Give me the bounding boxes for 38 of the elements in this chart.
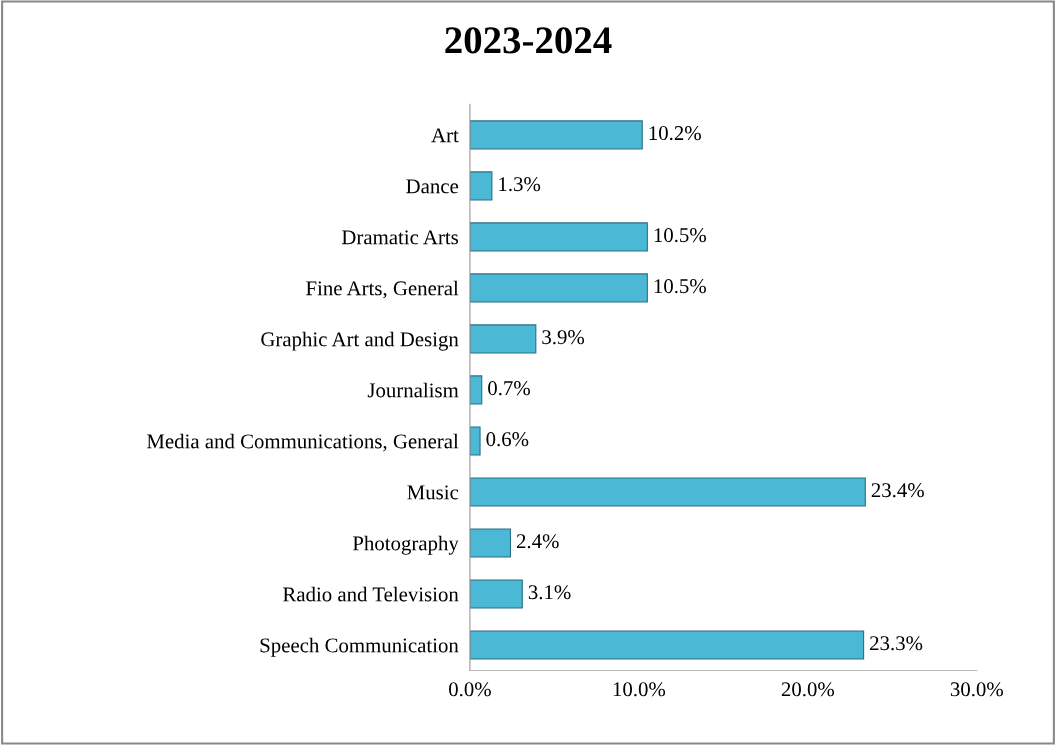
bar <box>469 222 648 252</box>
data-label: 1.3% <box>499 177 541 192</box>
bar <box>469 528 512 558</box>
y-tick-label: Graphic Art and Design <box>261 331 459 351</box>
y-tick-label: Speech Communication <box>260 637 459 657</box>
data-label: 10.5% <box>654 228 706 243</box>
y-tick-label: Music <box>407 485 459 500</box>
y-tick-label: Radio and Television <box>283 586 459 602</box>
x-tick-label: 0.0% <box>449 682 491 697</box>
data-label: 23.4% <box>871 483 924 498</box>
data-label: 2.4% <box>516 534 559 549</box>
bar <box>469 477 866 507</box>
data-label: 0.7% <box>488 381 530 396</box>
data-label: 0.6% <box>486 432 529 447</box>
y-tick-label: Journalism <box>367 382 459 398</box>
y-tick-label: Dramatic Arts <box>341 230 459 245</box>
y-tick-label: Photography <box>352 535 459 555</box>
data-label: 3.9% <box>542 330 585 345</box>
y-tick-label: Art <box>431 128 459 143</box>
y-tick-label: Media and Communications, General <box>146 433 459 452</box>
bar <box>469 120 643 150</box>
bar <box>469 324 537 354</box>
x-tick-label: 10.0% <box>613 682 666 697</box>
data-label: 3.1% <box>528 585 571 600</box>
data-label: 10.5% <box>654 279 706 294</box>
x-tick-label: 30.0% <box>950 682 1003 697</box>
bar <box>469 579 523 609</box>
bar <box>469 426 481 456</box>
bar <box>469 630 865 660</box>
bar <box>469 375 483 405</box>
data-label: 10.2% <box>649 126 701 141</box>
y-tick-label: Fine Arts, General <box>306 280 459 299</box>
data-label: 23.3% <box>870 636 923 651</box>
chart-title: 2023-2024 <box>445 27 612 54</box>
y-tick-label: Dance <box>406 179 459 194</box>
bar <box>469 171 493 201</box>
bar <box>469 273 648 303</box>
x-tick-label: 20.0% <box>781 682 835 697</box>
